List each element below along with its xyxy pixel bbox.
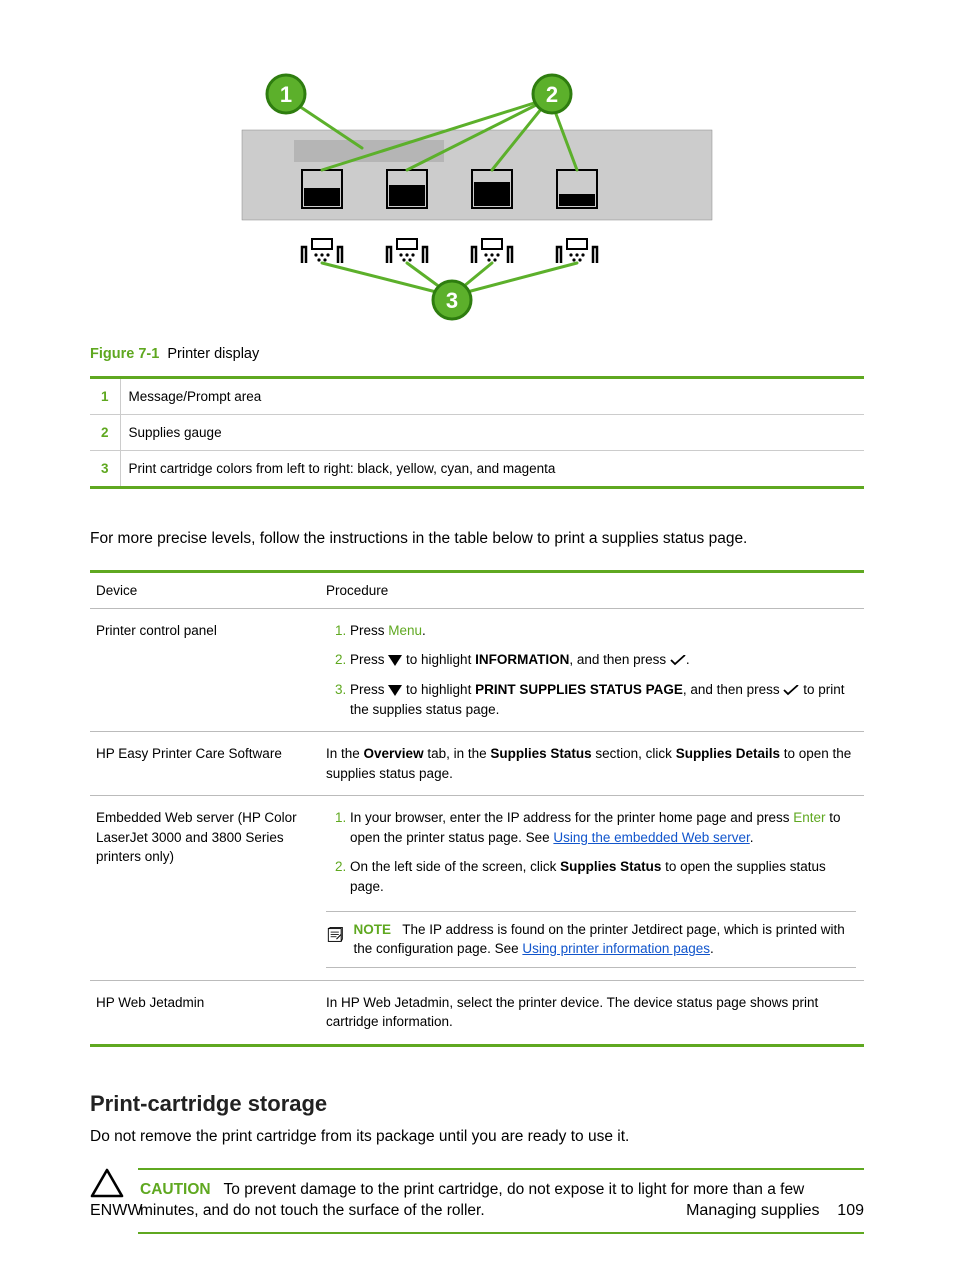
ui-word: Enter <box>793 810 825 825</box>
td-device: HP Web Jetadmin <box>90 980 320 1045</box>
procedure-list: In your browser, enter the IP address fo… <box>326 808 856 896</box>
check-icon <box>783 685 799 696</box>
note-label: NOTE <box>353 922 391 937</box>
figure-title: Printer display <box>167 346 259 362</box>
caution-label: CAUTION <box>140 1181 211 1198</box>
svg-text:1: 1 <box>280 82 292 107</box>
th-device: Device <box>90 571 320 608</box>
td-device: HP Easy Printer Care Software <box>90 732 320 796</box>
list-item: On the left side of the screen, click Su… <box>350 857 856 896</box>
figure-printer-display: 1 2 3 <box>90 70 864 334</box>
page-number: 109 <box>837 1202 864 1219</box>
svg-text:2: 2 <box>546 82 558 107</box>
callout-text: Supplies gauge <box>120 415 864 451</box>
procedure-list: Press Menu. Press to highlight INFORMATI… <box>326 621 856 719</box>
callout-row: 3 Print cartridge colors from left to ri… <box>90 451 864 488</box>
td-procedure: In the Overview tab, in the Supplies Sta… <box>320 732 864 796</box>
table-row: Printer control panel Press Menu. Press … <box>90 608 864 731</box>
table-row: HP Web Jetadmin In HP Web Jetadmin, sele… <box>90 980 864 1045</box>
td-device: Embedded Web server (HP Color LaserJet 3… <box>90 796 320 980</box>
section-heading: Print-cartridge storage <box>90 1091 864 1117</box>
callout-table: 1 Message/Prompt area 2 Supplies gauge 3… <box>90 376 864 489</box>
bold-text: INFORMATION <box>475 652 569 667</box>
page: 1 2 3 Figure 7-1 Printer display 1 Messa… <box>0 0 954 1270</box>
down-arrow-icon <box>388 685 402 696</box>
check-icon <box>670 655 686 666</box>
note-icon <box>326 920 343 950</box>
link-embedded-web-server[interactable]: Using the embedded Web server <box>553 830 749 845</box>
footer-right: Managing supplies 109 <box>686 1202 864 1220</box>
note-box: NOTE The IP address is found on the prin… <box>326 911 856 968</box>
procedure-table: Device Procedure Printer control panel P… <box>90 570 864 1047</box>
note-text: NOTE The IP address is found on the prin… <box>353 920 852 959</box>
table-row: Embedded Web server (HP Color LaserJet 3… <box>90 796 864 980</box>
down-arrow-icon <box>388 655 402 666</box>
list-item: Press Menu. <box>350 621 856 641</box>
td-procedure: Press Menu. Press to highlight INFORMATI… <box>320 608 864 731</box>
figure-number: Figure 7-1 <box>90 346 159 362</box>
callout-text: Print cartridge colors from left to righ… <box>120 451 864 488</box>
td-procedure: In HP Web Jetadmin, select the printer d… <box>320 980 864 1045</box>
callout-num: 1 <box>90 378 120 415</box>
callout-row: 1 Message/Prompt area <box>90 378 864 415</box>
td-procedure: In your browser, enter the IP address fo… <box>320 796 864 980</box>
storage-text: Do not remove the print cartridge from i… <box>90 1127 864 1148</box>
callout-text: Message/Prompt area <box>120 378 864 415</box>
list-item: In your browser, enter the IP address fo… <box>350 808 856 847</box>
link-printer-info-pages[interactable]: Using printer information pages <box>522 941 710 956</box>
svg-text:3: 3 <box>446 288 458 313</box>
callout-num: 2 <box>90 415 120 451</box>
table-header-row: Device Procedure <box>90 571 864 608</box>
intro-paragraph: For more precise levels, follow the inst… <box>90 529 864 550</box>
th-procedure: Procedure <box>320 571 864 608</box>
printer-display-diagram: 1 2 3 <box>232 70 722 330</box>
page-footer: ENWW Managing supplies 109 <box>90 1202 864 1220</box>
list-item: Press to highlight INFORMATION, and then… <box>350 650 856 670</box>
table-row: HP Easy Printer Care Software In the Ove… <box>90 732 864 796</box>
figure-caption: Figure 7-1 Printer display <box>90 346 864 362</box>
ui-word: Menu <box>388 623 422 638</box>
callout-num: 3 <box>90 451 120 488</box>
caution-body: CAUTION To prevent damage to the print c… <box>138 1168 864 1234</box>
td-device: Printer control panel <box>90 608 320 731</box>
caution-icon <box>90 1168 124 1198</box>
footer-left: ENWW <box>90 1202 142 1220</box>
caution-block: CAUTION To prevent damage to the print c… <box>90 1168 864 1234</box>
bold-text: PRINT SUPPLIES STATUS PAGE <box>475 682 683 697</box>
callout-row: 2 Supplies gauge <box>90 415 864 451</box>
list-item: Press to highlight PRINT SUPPLIES STATUS… <box>350 680 856 719</box>
